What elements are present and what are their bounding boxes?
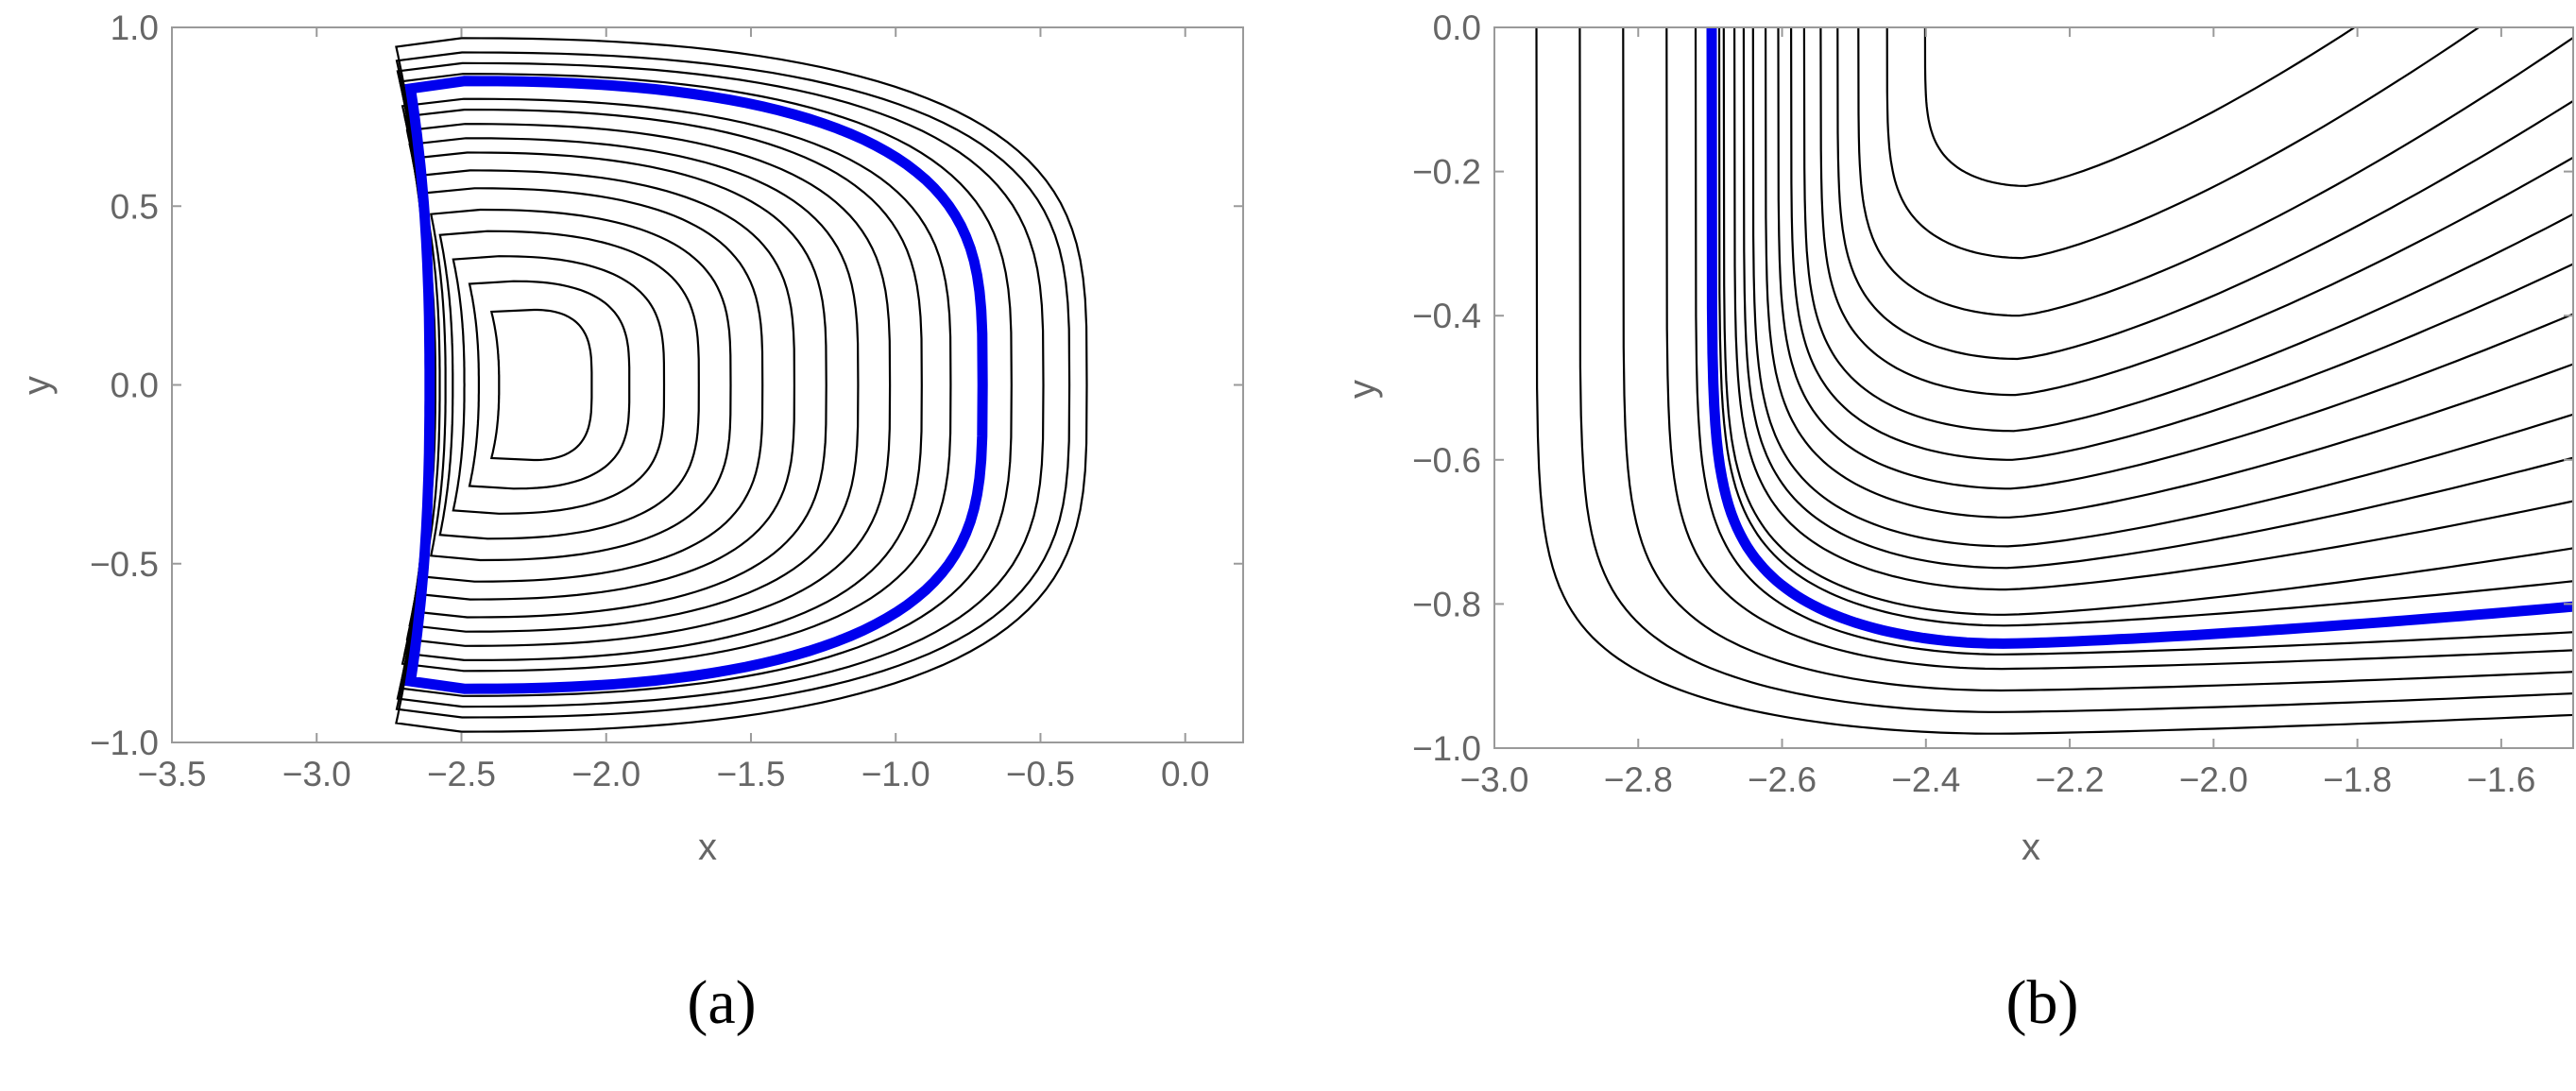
panel-b-xtick-label: −3.0 bbox=[1459, 760, 1528, 799]
panel-a-level-curve bbox=[401, 97, 952, 673]
panel-a-label: (a) bbox=[687, 968, 756, 1037]
panel-b-label: (b) bbox=[2006, 968, 2079, 1037]
panel-a-ytick-label: −0.5 bbox=[90, 545, 159, 584]
panel-b-chart: −3.0 −2.8 −2.6 −2.4 −2.2 −2.0 −1.8 −1.6 −1.0 −0.8… bbox=[1341, 9, 2574, 1037]
panel-b-ytick-label: −0.6 bbox=[1412, 441, 1481, 480]
panel-b-ticks: −3.0 −2.8 −2.6 −2.4 −2.2 −2.0 −1.8 −1.6 −1.0 −0.8… bbox=[1412, 9, 2573, 799]
panel-a-xtick-label: −3.0 bbox=[282, 755, 351, 793]
panel-b-xtick-label: −2.8 bbox=[1604, 760, 1673, 799]
panel-b-ytick-label: −0.2 bbox=[1412, 153, 1481, 192]
panel-b-xtick-label: −1.8 bbox=[2323, 760, 2392, 799]
panel-b-ylabel: y bbox=[1341, 380, 1383, 399]
panel-a-xtick-label: −1.5 bbox=[716, 755, 785, 793]
panel-a-xtick-label: −0.5 bbox=[1006, 755, 1075, 793]
panel-b-level-curve bbox=[1578, 27, 2573, 713]
panel-a-curves bbox=[395, 37, 1088, 733]
panel-a-level-curve bbox=[489, 308, 593, 462]
panel-b-level-curve bbox=[1694, 27, 2573, 656]
panel-b-level-curve bbox=[1765, 27, 2573, 519]
panel-a-level-curve bbox=[421, 187, 764, 583]
panel-b-level-curve bbox=[1857, 27, 2573, 317]
panel-a-level-curve bbox=[452, 255, 666, 515]
panel-a-xtick-label: −1.0 bbox=[862, 755, 930, 793]
panel-a-ticks: −3.5 −3.0 −2.5 −2.0 −1.5 −1.0 −0.5 0.0 −1.0 −0.5 0… bbox=[90, 9, 1243, 793]
panel-b-xtick-label: −2.6 bbox=[1748, 760, 1817, 799]
panel-a-highlight-curve bbox=[404, 76, 988, 694]
panel-a-level-curve bbox=[396, 61, 1045, 708]
panel-b-ytick-label: −0.4 bbox=[1412, 297, 1481, 335]
panel-a-xtick-label: −2.0 bbox=[571, 755, 640, 793]
panel-b-level-curve bbox=[1790, 27, 2573, 461]
panel-b-xtick-label: −2.4 bbox=[1891, 760, 1960, 799]
panel-b-xtick-label: −1.6 bbox=[2466, 760, 2535, 799]
panel-a-level-curve bbox=[438, 230, 700, 540]
panel-a-ylabel: y bbox=[16, 376, 58, 395]
panel-b-xtick-label: −2.2 bbox=[2036, 760, 2105, 799]
panel-b-level-curve bbox=[1836, 27, 2573, 361]
panel-b-level-curve bbox=[1819, 27, 2573, 397]
panel-b-level-curve bbox=[1717, 27, 2573, 627]
panel-a-level-curve bbox=[429, 208, 732, 562]
panel-b-xlabel: x bbox=[2022, 827, 2040, 868]
panel-b-ytick-label: −1.0 bbox=[1412, 729, 1481, 768]
panel-a-level-curve bbox=[468, 280, 631, 490]
panel-a-level-curve bbox=[408, 137, 860, 633]
panel-b-ytick-label: 0.0 bbox=[1433, 9, 1481, 47]
panel-a-ytick-label: −1.0 bbox=[90, 724, 159, 762]
panel-b-level-curve bbox=[1751, 27, 2573, 548]
panel-a-xtick-label: −2.5 bbox=[427, 755, 496, 793]
panel-b-highlight-curve bbox=[1706, 27, 2573, 649]
panel-b-level-curve bbox=[1733, 27, 2573, 591]
panel-b-level-curve bbox=[1742, 27, 2573, 570]
panel-b-curves bbox=[1535, 27, 2573, 735]
panel-b-level-curve bbox=[1923, 27, 2357, 188]
panel-b-level-curve bbox=[1665, 27, 2573, 671]
panel-b-level-curve bbox=[1802, 27, 2573, 433]
panel-a-xtick-label: 0.0 bbox=[1161, 755, 1209, 793]
panel-b-level-curve bbox=[1885, 27, 2482, 260]
panel-a-xlabel: x bbox=[698, 827, 717, 868]
panel-b-ytick-label: −0.8 bbox=[1412, 585, 1481, 623]
panel-b-level-curve bbox=[1722, 27, 2573, 616]
panel-b-level-curve bbox=[1622, 27, 2573, 692]
panel-b-level-curve bbox=[1535, 27, 2573, 735]
panel-a-chart: −3.5 −3.0 −2.5 −2.0 −1.5 −1.0 −0.5 0.0 −1.0 −0.5 0… bbox=[16, 9, 1244, 1037]
panel-a-ytick-label: 0.0 bbox=[111, 367, 159, 405]
panel-a-level-curve bbox=[416, 169, 796, 601]
panel-b-level-curve bbox=[1777, 27, 2573, 490]
panel-a-level-curve bbox=[399, 73, 1013, 697]
panel-b-xtick-label: −2.0 bbox=[2179, 760, 2248, 799]
panel-a-xtick-label: −3.5 bbox=[137, 755, 206, 793]
panel-a-ytick-label: 0.5 bbox=[111, 187, 159, 226]
panel-a-ytick-label: 1.0 bbox=[111, 9, 159, 47]
panel-b-frame bbox=[1493, 26, 2574, 749]
panel-a-frame bbox=[171, 26, 1244, 743]
